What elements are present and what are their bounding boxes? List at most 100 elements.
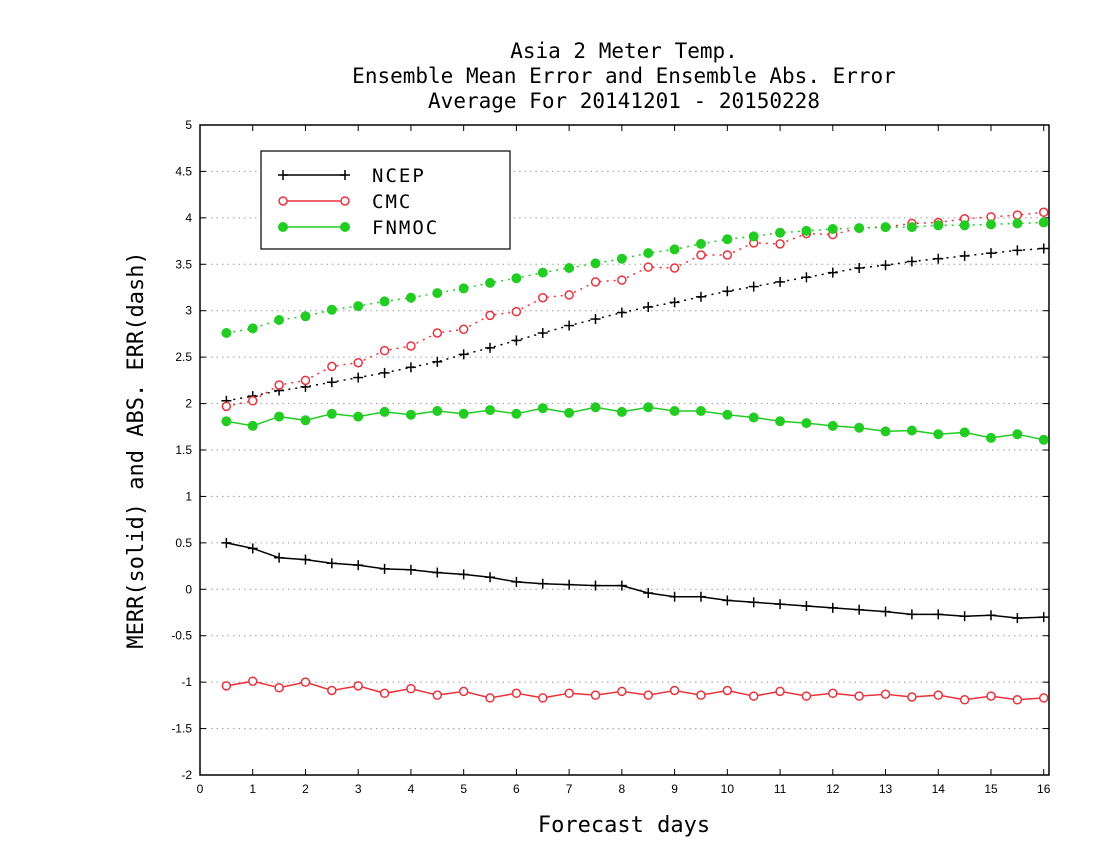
data-point-cmc [748, 691, 759, 701]
data-point-fnmoc [827, 224, 838, 234]
data-point-fnmoc [695, 406, 706, 416]
y-tick-label: 0.5 [175, 536, 192, 550]
data-point-cmc [854, 691, 864, 701]
data-point-fnmoc [959, 427, 970, 438]
x-axis-label: Forecast days [538, 813, 710, 838]
x-tick-label: 2 [302, 782, 309, 796]
data-point-cmc [458, 686, 469, 697]
data-point-fnmoc [274, 315, 285, 325]
legend-marker [278, 222, 288, 232]
legend-item-ncep: NCEP [278, 165, 424, 187]
data-point-cmc [327, 361, 337, 372]
series-ncep-solid [221, 537, 1049, 624]
data-point-fnmoc [643, 402, 654, 413]
data-point-fnmoc [1012, 429, 1023, 440]
grid-lines [200, 170, 1049, 730]
data-point-fnmoc [775, 227, 786, 238]
data-point-fnmoc [748, 231, 759, 242]
data-point-ncep [748, 281, 759, 292]
data-point-ncep [827, 267, 838, 278]
legend-marker [278, 196, 288, 206]
data-point-fnmoc [722, 234, 733, 245]
data-point-ncep [748, 597, 759, 608]
data-point-cmc [538, 292, 548, 303]
chart-title: Asia 2 Meter Temp. Ensemble Mean Error a… [352, 39, 896, 113]
data-point-cmc [986, 691, 996, 701]
x-tick-label: 0 [197, 782, 204, 796]
data-point-fnmoc [933, 220, 944, 231]
data-point-cmc [485, 310, 495, 321]
x-tick-label: 14 [932, 782, 946, 796]
data-point-fnmoc [221, 328, 232, 338]
series-fnmoc-solid [221, 402, 1049, 445]
y-tick-label: -1.5 [171, 722, 192, 736]
series-line-cmc-dash [226, 211, 1044, 408]
data-point-ncep [695, 291, 706, 302]
data-point-ncep [959, 250, 970, 261]
x-tick-label: 11 [774, 782, 787, 796]
data-point-fnmoc [353, 301, 364, 312]
legend-marker [278, 170, 288, 180]
data-point-ncep [985, 248, 996, 259]
x-tick-label: 13 [879, 782, 893, 796]
data-point-fnmoc [326, 304, 337, 315]
data-point-ncep [590, 314, 601, 325]
data-point-fnmoc [616, 406, 627, 417]
data-point-cmc [327, 685, 337, 696]
data-point-fnmoc [379, 406, 390, 417]
data-point-fnmoc [537, 267, 548, 278]
data-point-cmc [379, 345, 390, 356]
series-cmc-solid [221, 676, 1049, 705]
data-point-cmc [801, 691, 812, 701]
data-point-ncep [722, 286, 733, 297]
data-point-cmc [353, 681, 363, 691]
data-point-fnmoc [326, 408, 337, 419]
data-point-fnmoc [722, 409, 733, 420]
data-point-ncep [300, 554, 311, 565]
data-point-cmc [538, 693, 548, 703]
data-point-ncep [564, 579, 575, 590]
data-point-fnmoc [405, 409, 416, 420]
y-tick-label: 3.5 [175, 257, 192, 271]
data-point-ncep [959, 611, 970, 622]
x-tick-label: 6 [513, 782, 520, 796]
data-point-fnmoc [511, 408, 522, 419]
data-point-ncep [906, 609, 917, 620]
data-point-ncep [458, 349, 469, 360]
legend-marker [340, 222, 350, 232]
data-point-ncep [775, 276, 786, 287]
data-point-ncep [1012, 245, 1023, 256]
data-point-fnmoc [274, 411, 285, 422]
data-point-cmc [775, 239, 785, 249]
data-point-cmc [247, 676, 258, 686]
data-point-fnmoc [775, 416, 786, 427]
data-point-ncep [801, 272, 812, 283]
data-point-ncep [485, 572, 496, 583]
data-point-cmc [722, 250, 733, 260]
data-point-cmc [221, 681, 232, 691]
data-point-ncep [827, 602, 838, 613]
data-point-cmc [696, 690, 706, 700]
data-point-cmc [880, 689, 891, 699]
data-point-cmc [590, 690, 601, 700]
data-point-fnmoc [985, 219, 996, 230]
data-point-cmc [643, 262, 653, 272]
data-point-cmc [564, 688, 574, 699]
data-point-fnmoc [247, 420, 258, 431]
data-point-fnmoc [537, 403, 548, 414]
data-point-fnmoc [854, 422, 865, 433]
data-point-cmc [828, 688, 838, 699]
data-point-ncep [1012, 613, 1023, 624]
legend-item-fnmoc: FNMOC [278, 217, 437, 239]
legend: NCEP CMC FNMOC [260, 150, 511, 250]
data-point-ncep [906, 256, 917, 267]
data-point-ncep [616, 580, 627, 591]
series-line-cmc-solid [226, 680, 1044, 701]
y-tick-label: 3 [185, 304, 192, 318]
series-line-ncep-solid [226, 542, 1044, 619]
data-point-ncep [801, 601, 812, 611]
x-tick-label: 3 [355, 782, 362, 796]
data-point-fnmoc [432, 406, 443, 416]
x-tick-label: 1 [249, 782, 256, 796]
data-point-ncep [405, 362, 416, 373]
